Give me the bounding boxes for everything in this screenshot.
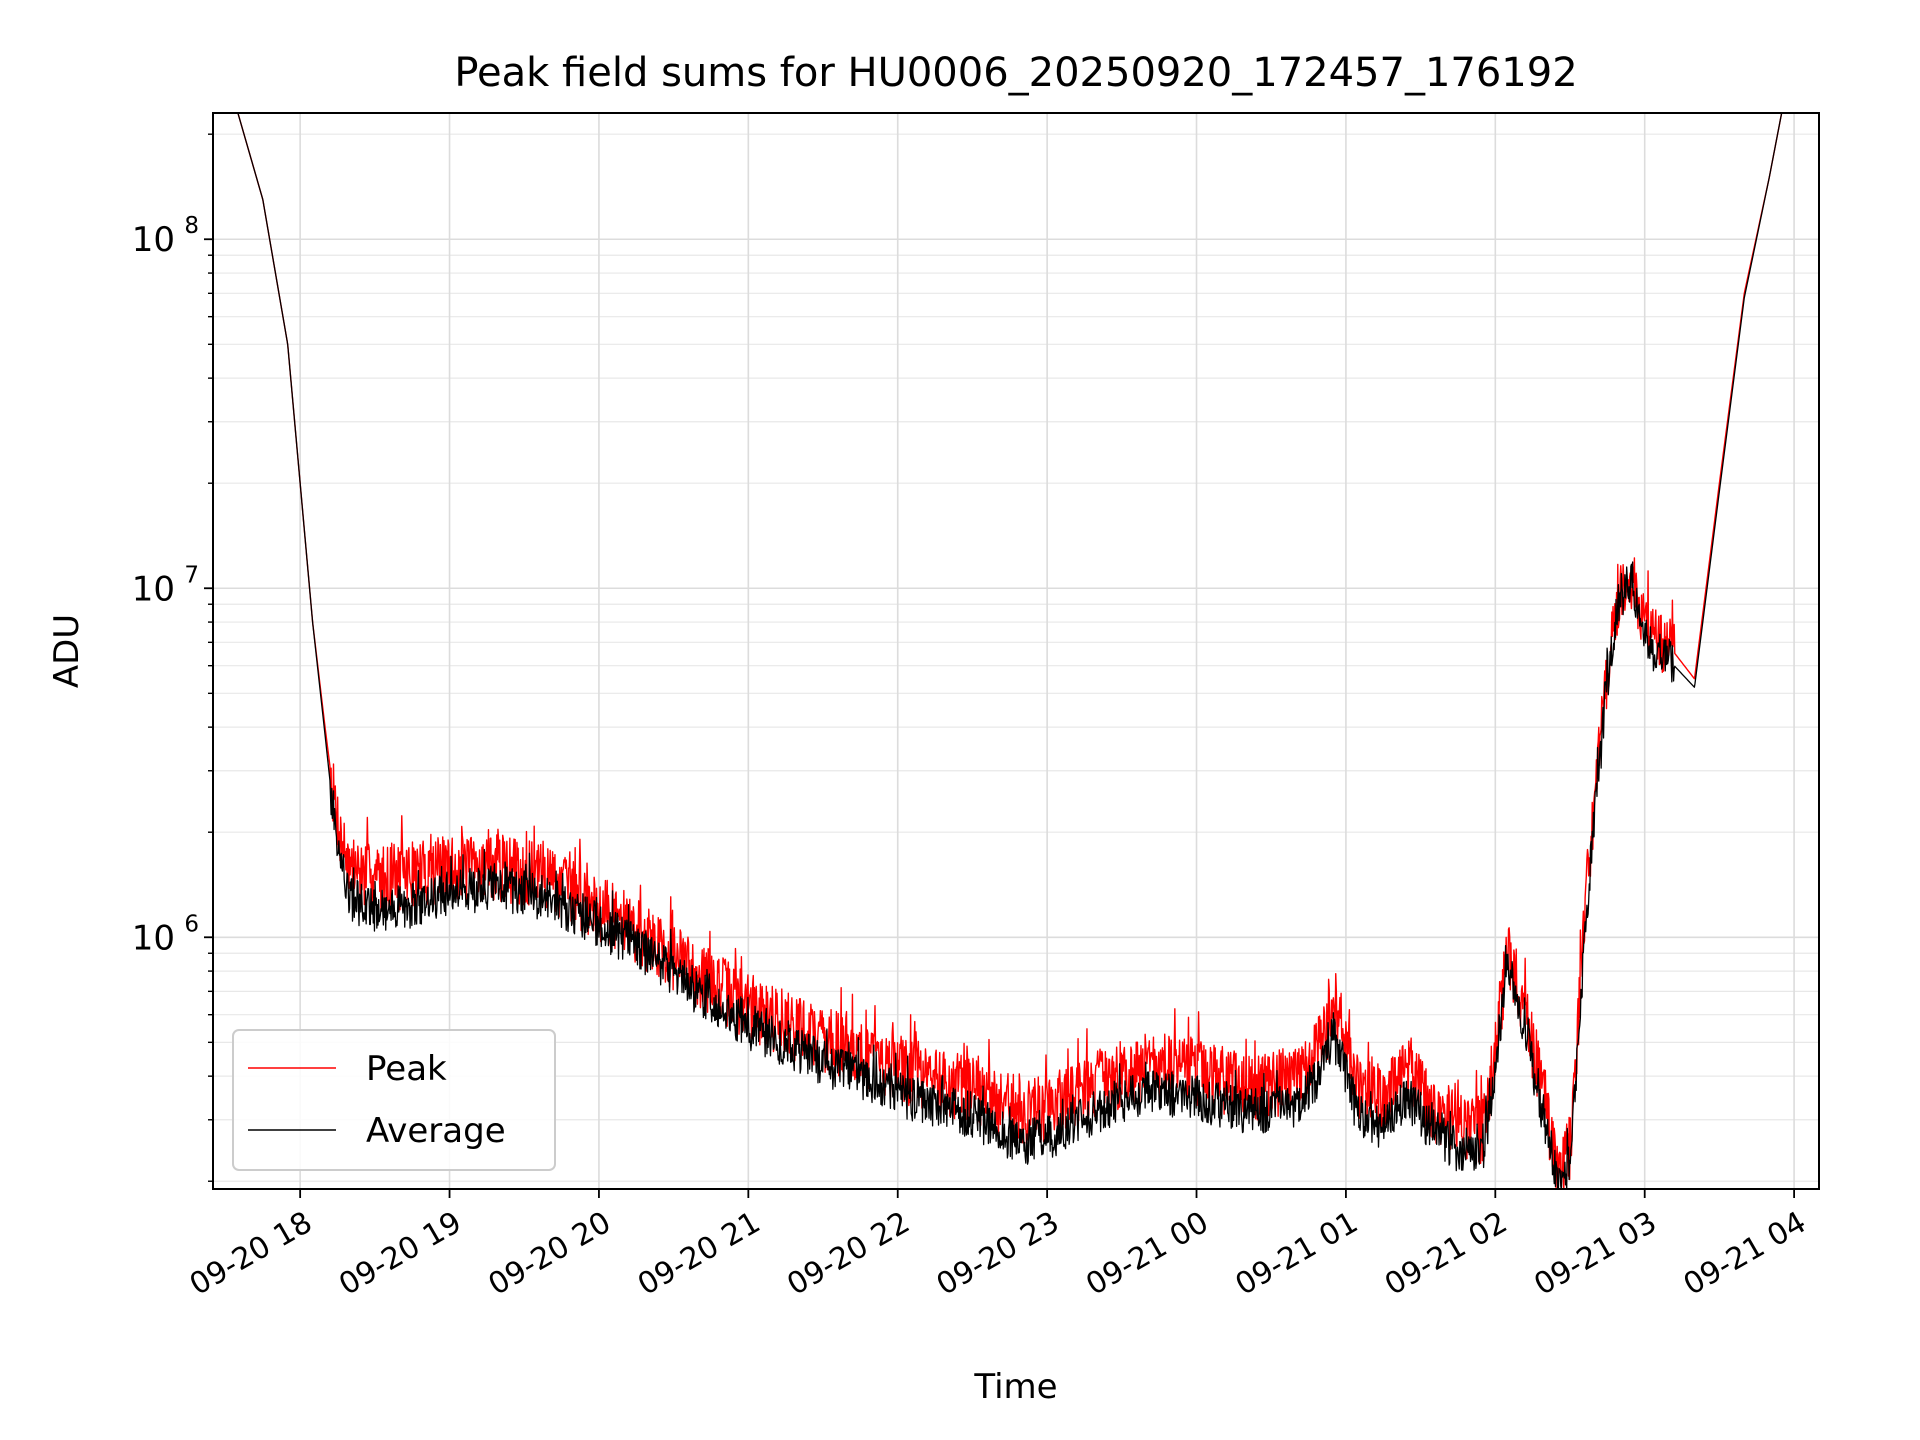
y-tick-label-exponent: 7 <box>184 562 199 588</box>
y-axis-label: ADU <box>47 614 87 688</box>
y-tick-label: 10 <box>132 220 175 260</box>
legend-box <box>232 1029 556 1171</box>
y-tick-label-exponent: 6 <box>184 911 199 937</box>
legend-label-peak: Peak <box>366 1049 447 1089</box>
y-tick-label: 10 <box>132 918 175 958</box>
series-layer <box>237 113 1783 1189</box>
series-line-average <box>237 113 1783 1189</box>
chart-title: Peak field sums for HU0006_20250920_1724… <box>454 50 1577 96</box>
legend-label-average: Average <box>366 1111 506 1151</box>
y-tick-label-exponent: 8 <box>184 213 199 239</box>
x-axis-label: Time <box>973 1367 1057 1407</box>
y-tick-label: 10 <box>132 569 175 609</box>
plot-frame <box>212 112 1820 1190</box>
legend: Peak Average <box>232 1029 556 1171</box>
